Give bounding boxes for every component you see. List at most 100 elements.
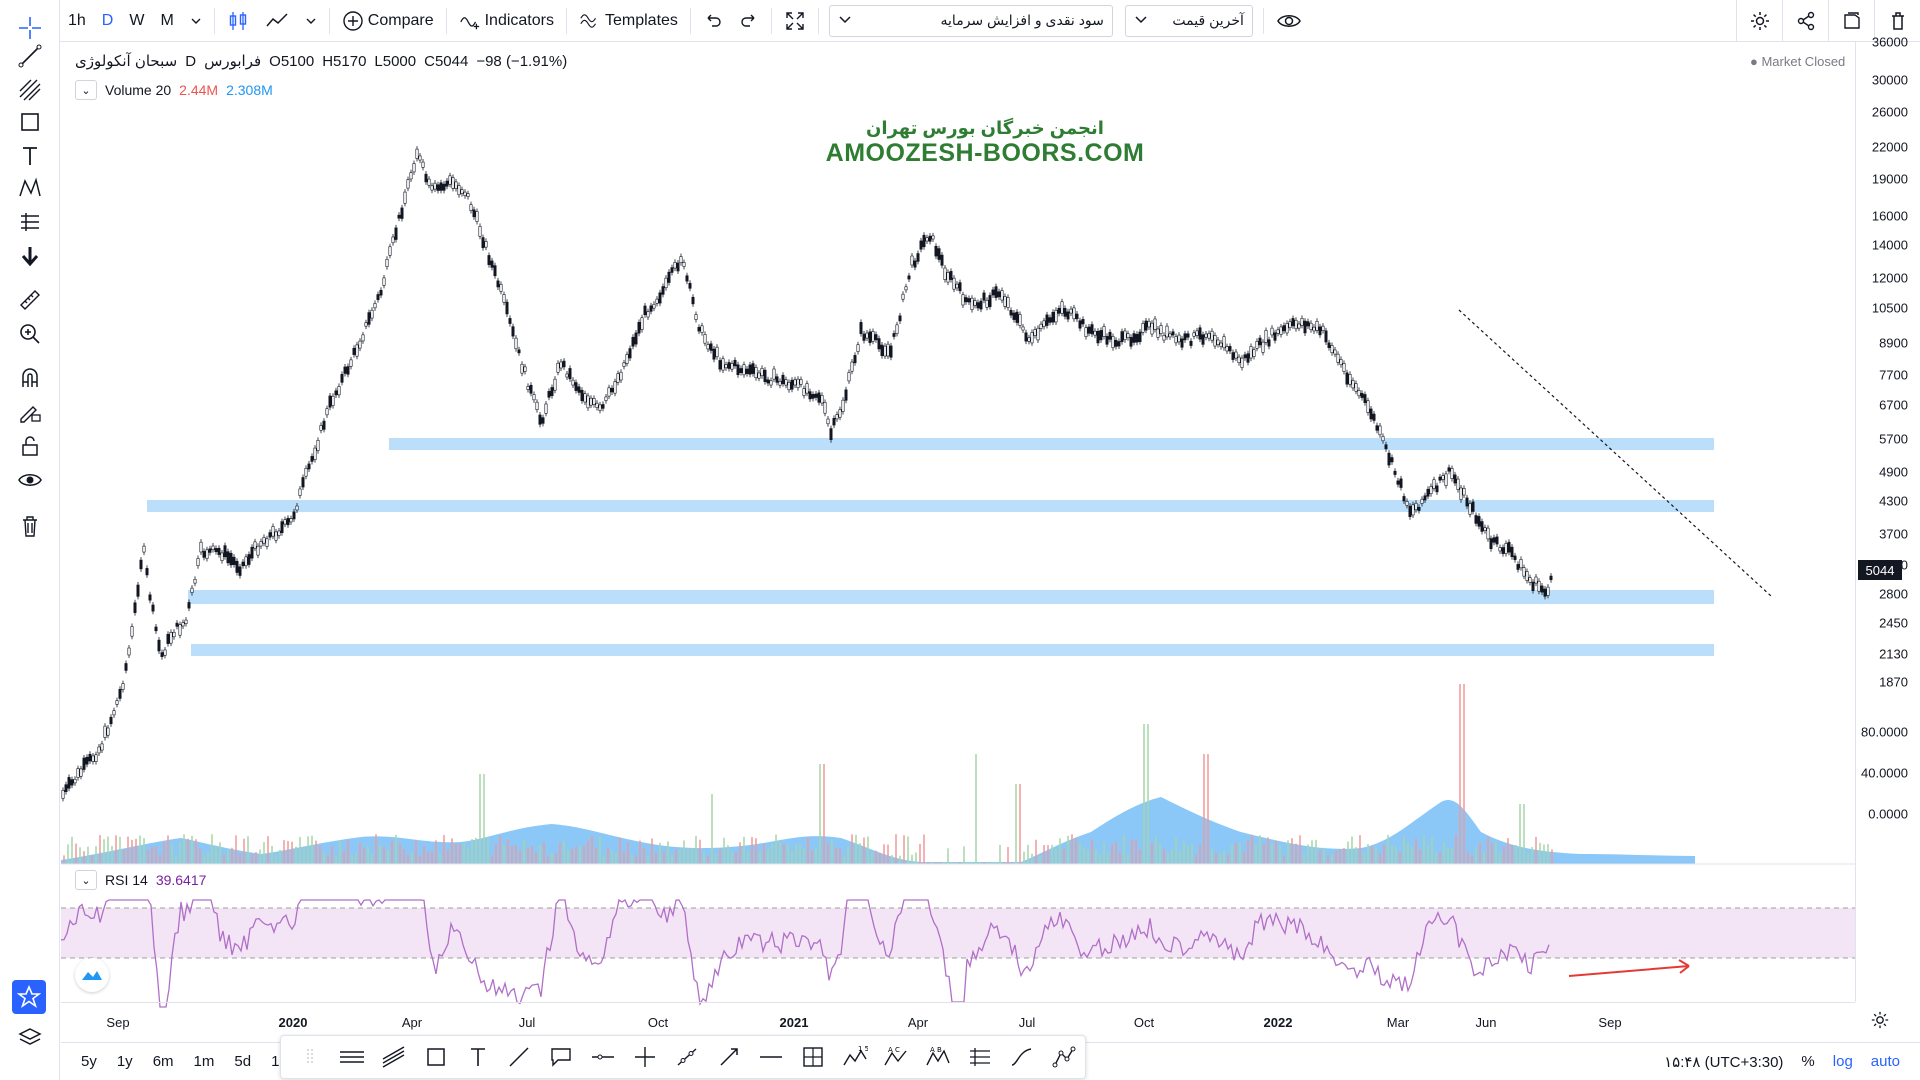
time-axis[interactable]: Sep 2020 Apr Jul Oct 2021 Apr Jul Oct 2022 Mar Jun S… [61,1002,1855,1042]
horizontal-ray-icon[interactable] [582,1037,624,1077]
favorites-star-icon[interactable] [12,980,46,1014]
fullscreen-icon[interactable] [776,0,814,42]
symbol-adjust-select[interactable]: سود نقدی و افزایش سرمایه [828,4,1113,37]
interval-d[interactable]: D [101,11,114,29]
price-chart[interactable] [61,42,1855,1042]
redo-icon[interactable] [731,0,767,42]
divergence-arrow[interactable] [1568,959,1690,977]
undo-icon[interactable] [695,0,731,42]
candle-body [1324,330,1328,343]
candle-body [1465,497,1469,507]
percent-toggle[interactable]: % [1801,1053,1815,1070]
range-5y[interactable]: 5y [81,1053,97,1070]
descending-trendline[interactable] [1458,309,1772,597]
share-icon[interactable] [1782,0,1828,42]
chart-type-chevron-icon[interactable] [297,0,325,42]
volume-bar [1127,854,1129,864]
curve-icon[interactable] [1001,1037,1043,1077]
candle-body [937,248,941,260]
resistance-zone[interactable] [147,500,1714,512]
ruler-icon[interactable] [14,284,46,316]
long-position-icon[interactable] [792,1037,834,1077]
abc-pattern-icon[interactable]: A C [875,1037,917,1077]
extended-line-icon[interactable] [666,1037,708,1077]
volume-bar [1515,845,1517,864]
line-chart-icon[interactable] [257,0,297,42]
gann-fan-icon[interactable] [959,1037,1001,1077]
auto-toggle[interactable]: auto [1870,1053,1900,1070]
volume-bars [63,684,1553,864]
drag-handle-icon[interactable] [289,1037,331,1077]
tradingview-logo-icon[interactable] [75,958,109,992]
symbol-name[interactable]: سبحان آنکولوژی [75,53,178,70]
trash-icon[interactable] [14,510,46,542]
callout-icon[interactable] [540,1037,582,1077]
trend-line-icon[interactable] [14,40,46,72]
rectangle-icon[interactable] [415,1037,457,1077]
volume-bar [575,846,577,864]
interval-dropdown-chevron-icon[interactable] [182,0,210,42]
volume-bar [1391,845,1393,864]
horizontal-line-icon[interactable] [750,1037,792,1077]
volume-bar [623,851,625,864]
arrow-down-icon[interactable] [14,240,46,272]
cross-line-icon[interactable] [624,1037,666,1077]
flat-channel-icon[interactable] [373,1037,415,1077]
range-5d[interactable]: 5d [234,1053,252,1070]
market-status: ● Market Closed [1750,54,1846,69]
candle-body [1147,320,1151,328]
candle-body [1261,341,1265,353]
lock-icon[interactable] [14,430,46,462]
pattern-icon[interactable] [14,172,46,204]
compare-button[interactable]: Compare [334,0,442,42]
crosshair-icon[interactable] [14,12,46,44]
interval-1h[interactable]: 1h [68,11,86,29]
volume-bar [147,850,149,864]
candle-body [628,348,632,359]
interval-w[interactable]: W [129,11,145,29]
zoom-in-icon[interactable] [14,318,46,350]
resistance-zone[interactable] [389,438,1714,450]
support-zone[interactable] [191,644,1714,656]
polyline-icon[interactable] [1043,1037,1085,1077]
axis-settings-gear-icon[interactable] [1870,1010,1890,1034]
text-tool-icon[interactable] [14,140,46,172]
indicators-button[interactable]: Indicators [451,0,562,42]
range-1y[interactable]: 1y [116,1053,133,1070]
settings-gear-icon[interactable] [1736,0,1782,42]
layers-icon[interactable] [14,1022,46,1054]
volume-bar [231,847,233,864]
collapse-chevron-icon[interactable]: ⌄ [75,80,97,100]
elliott-wave-icon[interactable]: 1 5 [834,1037,876,1077]
candles-icon[interactable] [219,0,257,42]
rectangle-icon[interactable] [14,106,46,138]
parallel-channel-icon[interactable] [331,1037,373,1077]
prediction-icon[interactable] [14,206,46,238]
candle-body [283,519,287,525]
candle-body [970,297,974,310]
price-axis[interactable]: 36000 30000 26000 22000 19000 16000 14000 12000… [1855,35,1920,1002]
price-type-select[interactable]: آخرین قیمت [1124,4,1253,37]
log-toggle[interactable]: log [1832,1053,1853,1070]
snapshot-icon[interactable] [1828,0,1874,42]
collapse-chevron-icon[interactable]: ⌄ [75,870,97,890]
range-1m[interactable]: 1m [193,1053,215,1070]
price-axis-label: 19000 [1871,171,1908,187]
magnet-icon[interactable] [14,362,46,394]
clock-timezone[interactable]: ۱۵:۴۸ (UTC+3:30) [1664,1053,1784,1071]
arrow-line-icon[interactable] [708,1037,750,1077]
legend-open: O5100 [269,52,315,70]
support-zone[interactable] [188,590,1714,604]
pitchfork-icon[interactable] [14,74,46,106]
candle-body [463,191,467,197]
remove-trash-icon[interactable] [1874,0,1920,42]
templates-button[interactable]: Templates [571,0,686,42]
eye-icon[interactable] [14,464,46,496]
range-6m[interactable]: 6m [152,1053,174,1070]
interval-m[interactable]: M [160,11,174,29]
visibility-eye-icon[interactable] [1268,0,1310,42]
text-icon[interactable] [457,1037,499,1077]
line-icon[interactable] [498,1037,540,1077]
lock-drawings-icon[interactable] [14,396,46,428]
xabcd-pattern-icon[interactable]: A B [917,1037,959,1077]
